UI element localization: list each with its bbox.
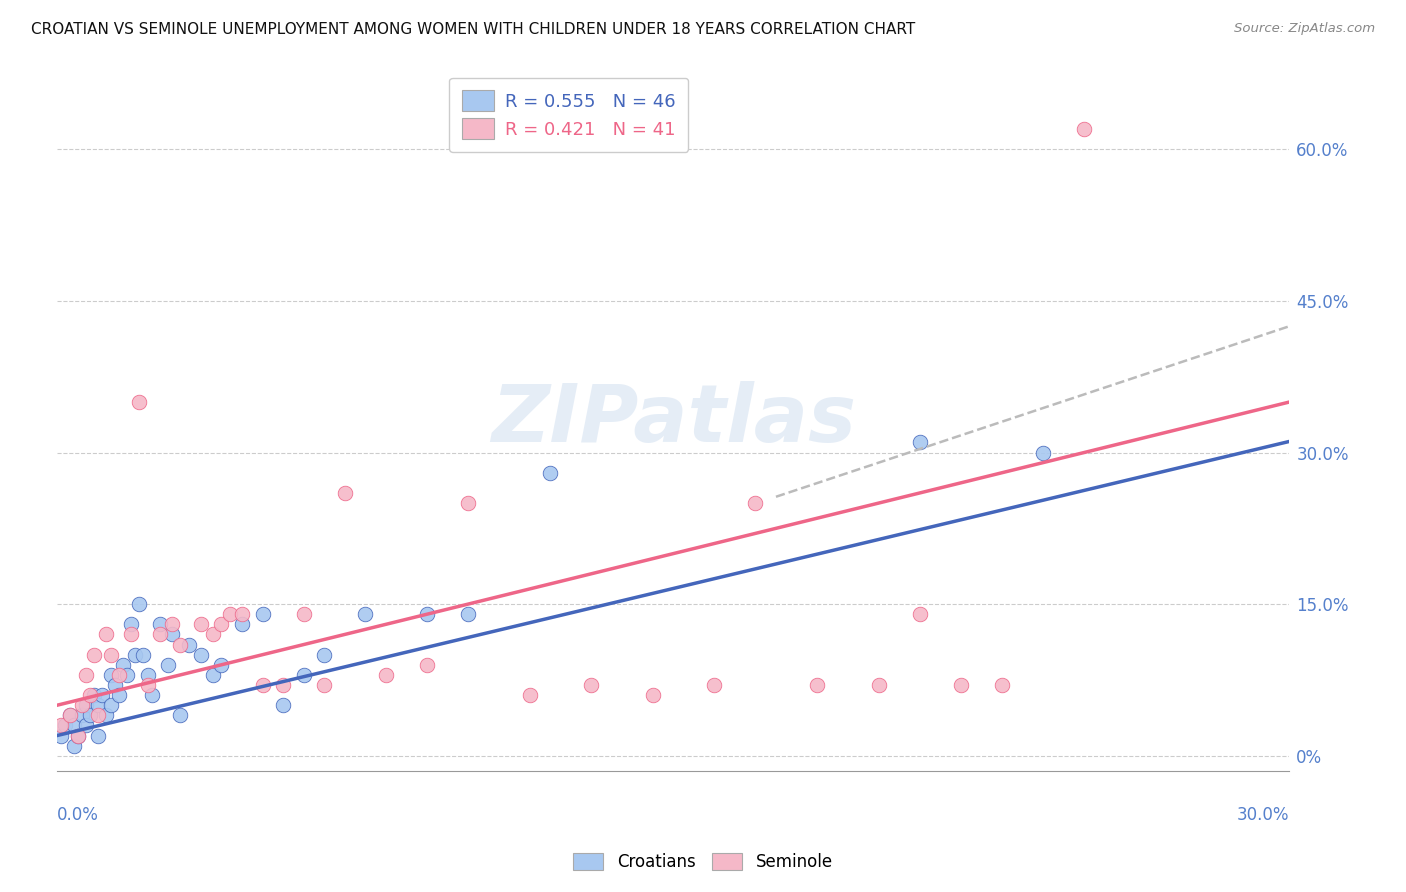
Point [70, 708, 93, 723]
Point [58, 708, 80, 723]
Point [908, 435, 931, 450]
Point [314, 678, 336, 692]
Point [416, 657, 439, 672]
Text: 0.0%: 0.0% [58, 806, 98, 824]
Point [231, 607, 253, 622]
Point [107, 668, 129, 682]
Point [51, 729, 73, 743]
Point [55, 718, 77, 732]
Point [641, 688, 664, 702]
Point [115, 668, 138, 682]
Point [107, 688, 129, 702]
Point [149, 627, 172, 641]
Point [58, 708, 80, 723]
Point [333, 486, 356, 500]
Point [190, 648, 212, 662]
Point [62, 739, 84, 753]
Point [100, 698, 122, 713]
Point [519, 688, 541, 702]
Point [457, 607, 479, 622]
Point [579, 678, 602, 692]
Point [374, 668, 396, 682]
Point [128, 395, 150, 409]
Point [457, 496, 479, 510]
Point [87, 708, 110, 723]
Point [190, 617, 212, 632]
Point [111, 657, 134, 672]
Point [160, 627, 183, 641]
Point [177, 638, 200, 652]
Point [83, 648, 105, 662]
Legend: R = 0.555   N = 46, R = 0.421   N = 41: R = 0.555 N = 46, R = 0.421 N = 41 [449, 78, 688, 152]
Point [91, 688, 114, 702]
Point [160, 617, 183, 632]
Point [96, 627, 118, 641]
Point [949, 678, 972, 692]
Point [87, 698, 110, 713]
Point [79, 688, 101, 702]
Point [128, 597, 150, 611]
Point [292, 607, 315, 622]
Point [149, 617, 172, 632]
Legend: Croatians, Seminole: Croatians, Seminole [565, 845, 841, 880]
Point [120, 617, 142, 632]
Point [314, 648, 336, 662]
Point [66, 729, 89, 743]
Point [1032, 445, 1054, 459]
Point [79, 708, 101, 723]
Point [132, 648, 155, 662]
Point [271, 678, 294, 692]
Point [124, 648, 146, 662]
Point [908, 607, 931, 622]
Point [104, 678, 127, 692]
Text: ZIPatlas: ZIPatlas [491, 381, 856, 458]
Point [100, 668, 122, 682]
Point [744, 496, 766, 510]
Point [96, 708, 118, 723]
Point [70, 698, 93, 713]
Point [218, 607, 240, 622]
Point [1073, 122, 1095, 136]
Text: Source: ZipAtlas.com: Source: ZipAtlas.com [1234, 22, 1375, 36]
Point [292, 668, 315, 682]
Point [62, 718, 84, 732]
Point [157, 657, 180, 672]
Point [120, 627, 142, 641]
Point [806, 678, 828, 692]
Point [87, 729, 110, 743]
Point [416, 607, 439, 622]
Point [252, 678, 274, 692]
Point [538, 466, 561, 480]
Point [83, 688, 105, 702]
Point [66, 729, 89, 743]
Point [252, 607, 274, 622]
Point [703, 678, 725, 692]
Text: 30.0%: 30.0% [1237, 806, 1289, 824]
Point [231, 617, 253, 632]
Point [868, 678, 890, 692]
Point [169, 638, 191, 652]
Point [51, 718, 73, 732]
Point [354, 607, 377, 622]
Point [75, 698, 97, 713]
Point [136, 678, 159, 692]
Point [75, 718, 97, 732]
Point [141, 688, 163, 702]
Point [211, 657, 233, 672]
Text: CROATIAN VS SEMINOLE UNEMPLOYMENT AMONG WOMEN WITH CHILDREN UNDER 18 YEARS CORRE: CROATIAN VS SEMINOLE UNEMPLOYMENT AMONG … [31, 22, 915, 37]
Point [991, 678, 1014, 692]
Point [169, 708, 191, 723]
Point [202, 627, 225, 641]
Point [75, 668, 97, 682]
Point [271, 698, 294, 713]
Point [202, 668, 225, 682]
Point [136, 668, 159, 682]
Point [100, 648, 122, 662]
Point [211, 617, 233, 632]
